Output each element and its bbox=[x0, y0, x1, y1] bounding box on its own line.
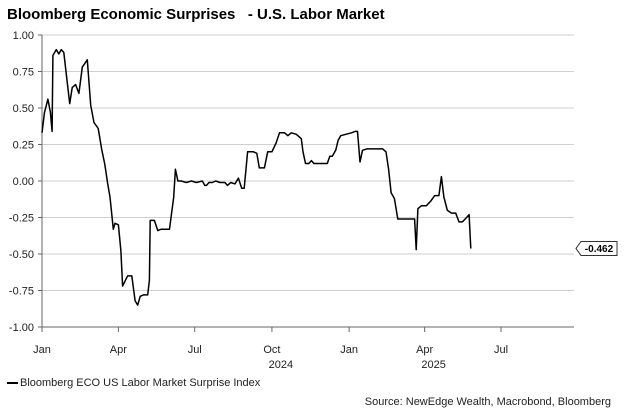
last-value-label: -0.462 bbox=[585, 244, 614, 255]
series-lines bbox=[41, 48, 472, 306]
last-value-box bbox=[575, 240, 618, 256]
series-line bbox=[41, 48, 472, 306]
gridlines bbox=[42, 34, 574, 328]
y-tick-label: 0.00 bbox=[13, 176, 34, 188]
x-tick-label: Apr bbox=[110, 344, 127, 356]
x-tick-label: Jan bbox=[33, 344, 51, 356]
x-tick-label: Jul bbox=[188, 344, 202, 356]
source-note: Source: NewEdge Wealth, Macrobond, Bloom… bbox=[364, 396, 611, 408]
y-tick-label: 0.25 bbox=[13, 140, 34, 152]
x-tick-label: Apr bbox=[416, 344, 433, 356]
x-tick-labels: Jan Apr Jul Oct Jan Apr Jul 2024 2025 bbox=[33, 344, 508, 371]
y-tick-label: -1.00 bbox=[9, 322, 34, 334]
y-tick-label: 0.75 bbox=[13, 67, 34, 79]
y-tick-labels: 1.00 0.75 0.50 0.25 0.00 -0.25 -0.50 -0.75 -1.00 bbox=[9, 30, 34, 334]
y-tick-label: -0.25 bbox=[9, 213, 34, 225]
y-tick-label: -0.75 bbox=[9, 286, 34, 298]
legend-swatch bbox=[7, 382, 18, 384]
x-tick-label: Jul bbox=[494, 344, 508, 356]
y-tick-label: -0.50 bbox=[9, 249, 34, 261]
y-tick-label: 0.50 bbox=[13, 103, 34, 115]
legend: Bloomberg ECO US Labor Market Surprise I… bbox=[7, 377, 260, 389]
x-tick-label: Oct bbox=[263, 344, 280, 356]
chart-title: Bloomberg Economic Surprises - U.S. Labo… bbox=[7, 6, 385, 23]
x-year-label: 2024 bbox=[269, 359, 293, 371]
axes bbox=[38, 34, 574, 332]
last-value-callout: -0.462 bbox=[575, 240, 618, 256]
x-year-label: 2025 bbox=[421, 359, 445, 371]
y-tick-label: 1.00 bbox=[13, 30, 34, 42]
legend-label: Bloomberg ECO US Labor Market Surprise I… bbox=[20, 377, 261, 389]
x-tick-label: Jan bbox=[340, 344, 358, 356]
